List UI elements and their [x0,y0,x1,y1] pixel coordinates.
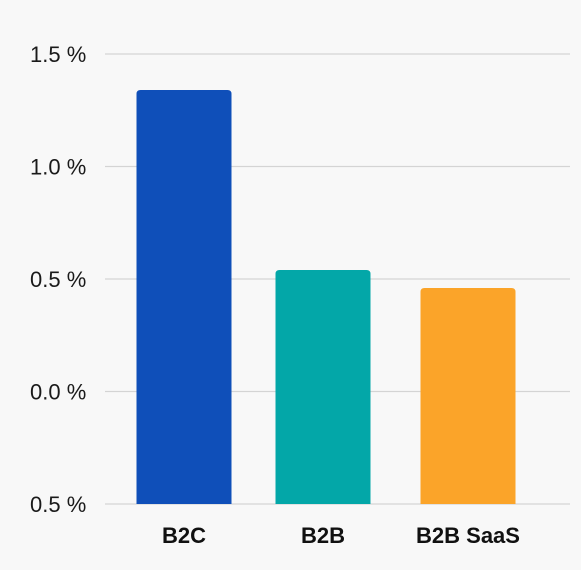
y-tick-label: 0.0 % [30,380,86,405]
x-category-label: B2B [301,523,345,548]
y-tick-label: 1.0 % [30,155,86,180]
y-tick-label: 1.5 % [30,42,86,67]
bar-b2c [136,90,232,504]
bar-b2b-saas [420,288,516,504]
y-tick-label: 0.5 % [30,267,86,292]
x-category-label: B2C [162,523,206,548]
x-axis-labels: B2C B2B B2B SaaS [162,523,520,548]
y-axis-ticks: 1.5 % 1.0 % 0.5 % 0.0 % 0.5 % [30,42,86,517]
x-category-label: B2B SaaS [416,523,520,548]
y-tick-label: 0.5 % [30,492,86,517]
bar-b2b [275,270,371,504]
bar-layer [136,90,516,504]
